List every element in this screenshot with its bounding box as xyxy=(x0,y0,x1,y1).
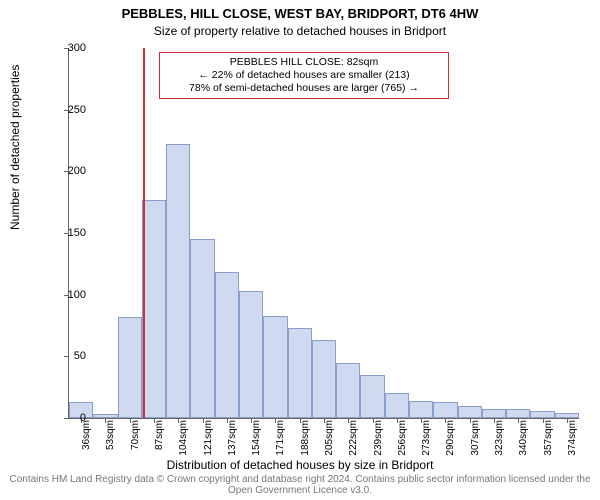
chart-container: PEBBLES, HILL CLOSE, WEST BAY, BRIDPORT,… xyxy=(0,0,600,500)
ytick-label: 100 xyxy=(46,289,86,301)
histogram-bar xyxy=(288,328,312,418)
plot-area: 36sqm53sqm70sqm87sqm104sqm121sqm137sqm15… xyxy=(68,48,579,419)
xtick-label: 323sqm xyxy=(494,420,505,460)
xtick-label: 290sqm xyxy=(445,420,456,460)
xtick-label: 307sqm xyxy=(470,420,481,460)
annotation-box: PEBBLES HILL CLOSE: 82sqm← 22% of detach… xyxy=(159,52,449,99)
histogram-bar xyxy=(506,409,530,418)
annotation-line: 78% of semi-detached houses are larger (… xyxy=(166,82,442,95)
histogram-bar xyxy=(263,316,287,418)
xtick-label: 374sqm xyxy=(567,420,578,460)
histogram-bar xyxy=(409,401,433,418)
y-axis-label: Number of detached properties xyxy=(8,65,22,230)
xtick-label: 273sqm xyxy=(421,420,432,460)
xtick-label: 87sqm xyxy=(154,420,165,460)
histogram-bar xyxy=(530,411,554,418)
histogram-bar xyxy=(166,144,190,418)
xtick-label: 137sqm xyxy=(227,420,238,460)
histogram-bar xyxy=(385,393,409,418)
xtick-label: 171sqm xyxy=(275,420,286,460)
histogram-bar xyxy=(190,239,214,418)
chart-title-sub: Size of property relative to detached ho… xyxy=(0,24,600,38)
xtick-label: 36sqm xyxy=(81,420,92,460)
histogram-bar xyxy=(142,200,166,418)
x-axis-label: Distribution of detached houses by size … xyxy=(0,458,600,472)
xtick-label: 53sqm xyxy=(105,420,116,460)
xtick-label: 154sqm xyxy=(251,420,262,460)
xtick-label: 222sqm xyxy=(348,420,359,460)
xtick-label: 205sqm xyxy=(324,420,335,460)
ytick-label: 0 xyxy=(46,412,86,424)
annotation-line: PEBBLES HILL CLOSE: 82sqm xyxy=(166,56,442,69)
footnote: Contains HM Land Registry data © Crown c… xyxy=(0,474,600,496)
xtick-label: 121sqm xyxy=(203,420,214,460)
ytick-label: 50 xyxy=(46,350,86,362)
histogram-bar xyxy=(458,406,482,418)
xtick-label: 256sqm xyxy=(397,420,408,460)
ytick-label: 150 xyxy=(46,227,86,239)
histogram-bar xyxy=(118,317,142,418)
histogram-bar xyxy=(433,402,457,418)
histogram-bar xyxy=(482,409,506,418)
xtick-label: 340sqm xyxy=(518,420,529,460)
histogram-bar xyxy=(215,272,239,418)
xtick-label: 188sqm xyxy=(300,420,311,460)
chart-title-main: PEBBLES, HILL CLOSE, WEST BAY, BRIDPORT,… xyxy=(0,6,600,21)
reference-line xyxy=(143,48,145,418)
histogram-bar xyxy=(239,291,263,418)
ytick-label: 200 xyxy=(46,165,86,177)
xtick-label: 104sqm xyxy=(178,420,189,460)
histogram-bar xyxy=(312,340,336,418)
ytick-label: 250 xyxy=(46,104,86,116)
annotation-line: ← 22% of detached houses are smaller (21… xyxy=(166,69,442,82)
histogram-bar xyxy=(336,363,360,419)
xtick-label: 357sqm xyxy=(543,420,554,460)
xtick-label: 70sqm xyxy=(130,420,141,460)
ytick-label: 300 xyxy=(46,42,86,54)
xtick-label: 239sqm xyxy=(373,420,384,460)
histogram-bar xyxy=(360,375,384,418)
